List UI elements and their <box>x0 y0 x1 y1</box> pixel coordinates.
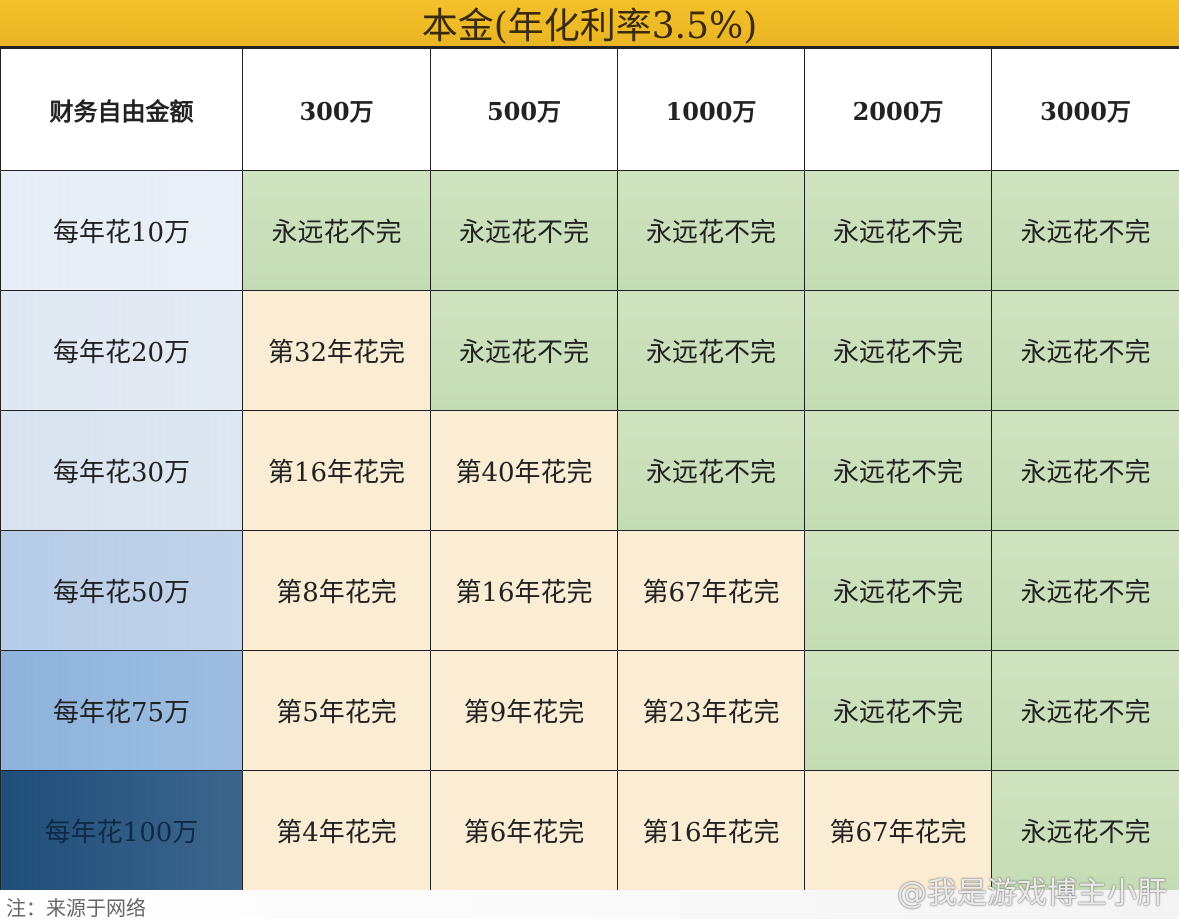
table-cell: 永远花不完 <box>805 651 992 771</box>
table-cell: 永远花不完 <box>992 171 1179 291</box>
table-cell: 第40年花完 <box>431 411 618 531</box>
table-cell: 第5年花完 <box>243 651 431 771</box>
table-cell: 第6年花完 <box>431 771 618 891</box>
row-header: 每年花30万 <box>1 411 243 531</box>
corner-header: 财务自由金额 <box>1 49 243 171</box>
table-cell: 第8年花完 <box>243 531 431 651</box>
column-header: 3000万 <box>992 49 1179 171</box>
row-header: 每年花75万 <box>1 651 243 771</box>
table-cell: 永远花不完 <box>805 171 992 291</box>
column-header: 500万 <box>431 49 618 171</box>
table-row: 每年花50万第8年花完第16年花完第67年花完永远花不完永远花不完 <box>1 531 1179 651</box>
table-row: 每年花10万永远花不完永远花不完永远花不完永远花不完永远花不完 <box>1 171 1179 291</box>
table-cell: 永远花不完 <box>431 171 618 291</box>
row-header: 每年花50万 <box>1 531 243 651</box>
column-header: 300万 <box>243 49 431 171</box>
weibo-watermark: @我是游戏博主小肝 <box>897 868 1167 912</box>
column-header: 1000万 <box>618 49 805 171</box>
table-cell: 永远花不完 <box>992 291 1179 411</box>
table-cell: 永远花不完 <box>992 651 1179 771</box>
table-row: 每年花20万第32年花完永远花不完永远花不完永远花不完永远花不完 <box>1 291 1179 411</box>
footer: 注：来源于网络 @我是游戏博主小肝 <box>0 890 1179 919</box>
table-cell: 第67年花完 <box>618 531 805 651</box>
row-header: 每年花20万 <box>1 291 243 411</box>
table-cell: 永远花不完 <box>618 411 805 531</box>
table-cell: 永远花不完 <box>618 291 805 411</box>
table-cell: 第32年花完 <box>243 291 431 411</box>
table-cell: 永远花不完 <box>992 531 1179 651</box>
table-cell: 第16年花完 <box>618 771 805 891</box>
table-title: 本金(年化利率3.5%) <box>0 0 1179 48</box>
table-cell: 永远花不完 <box>992 411 1179 531</box>
column-header: 2000万 <box>805 49 992 171</box>
table-row: 每年花75万第5年花完第9年花完第23年花完永远花不完永远花不完 <box>1 651 1179 771</box>
table-cell: 第16年花完 <box>431 531 618 651</box>
source-note: 注：来源于网络 <box>6 892 146 921</box>
table-cell: 第16年花完 <box>243 411 431 531</box>
table-cell: 第9年花完 <box>431 651 618 771</box>
table-cell: 第23年花完 <box>618 651 805 771</box>
row-header: 每年花10万 <box>1 171 243 291</box>
table-cell: 永远花不完 <box>243 171 431 291</box>
table-row: 每年花30万第16年花完第40年花完永远花不完永远花不完永远花不完 <box>1 411 1179 531</box>
table-cell: 永远花不完 <box>431 291 618 411</box>
table-cell: 永远花不完 <box>805 291 992 411</box>
table-cell: 第4年花完 <box>243 771 431 891</box>
row-header: 每年花100万 <box>1 771 243 891</box>
table-cell: 永远花不完 <box>805 531 992 651</box>
table-cell: 永远花不完 <box>618 171 805 291</box>
table-cell: 永远花不完 <box>805 411 992 531</box>
